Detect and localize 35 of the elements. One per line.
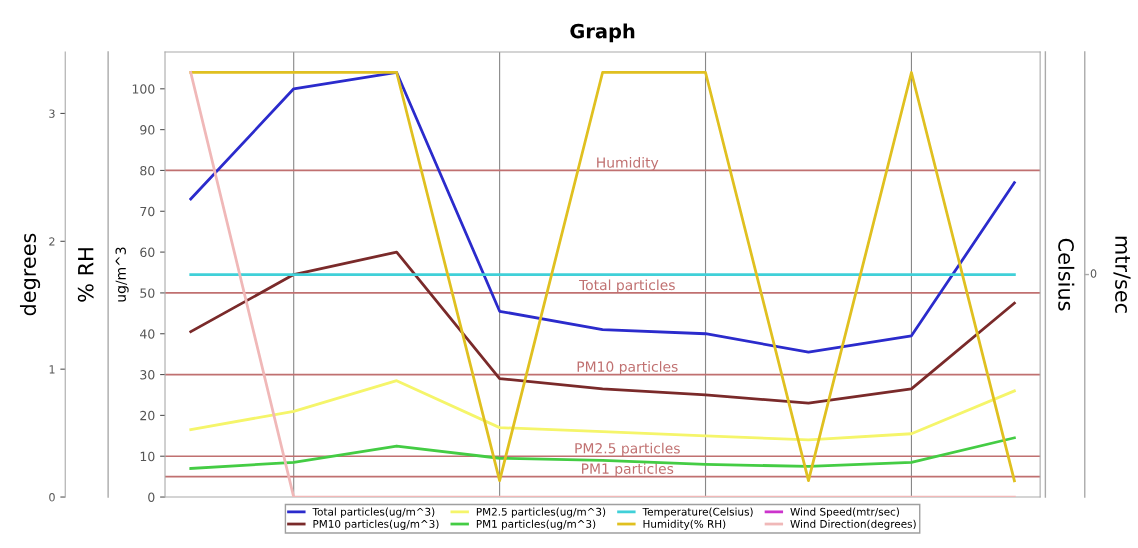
y-tick-label: 100 [132, 84, 155, 94]
y-tick-label: 80 [140, 165, 155, 176]
legend-label: PM1 particles(ug/m^3) [476, 519, 596, 530]
legend-label: Total particles(ug/m^3) [312, 507, 435, 518]
ref-line-label: Humidity [597, 157, 659, 171]
ref-line-label: PM10 particles [577, 361, 678, 375]
ref-line-label: PM2.5 particles [575, 442, 680, 457]
legend-label: PM10 particles(ug/m^3) [313, 519, 439, 530]
legend-label: Wind Speed(mtr/sec) [790, 507, 899, 518]
legend-label: Temperature(Celsius) [642, 507, 753, 518]
legend-label: Wind Direction(degrees) [790, 519, 916, 530]
y-tick-label: 90 [140, 125, 155, 135]
y-axis-title: ug/m^3 [115, 247, 129, 302]
y-tick-label: 20 [140, 410, 155, 421]
y-tick-label: 70 [140, 206, 155, 217]
ref-line-label: Total particles [579, 279, 675, 293]
y2-axis-title: degrees [19, 233, 41, 316]
text: mtr/sec [1113, 236, 1131, 313]
ref-line-label: PM1 particles [582, 463, 674, 477]
text: Celsius [1058, 238, 1075, 311]
y-tick-label: 10 [140, 451, 155, 462]
legend-label: Humidity(% RH) [643, 519, 726, 530]
y2-tick-label: 2 [49, 237, 55, 246]
y-tick-label: 30 [140, 370, 155, 380]
text: 0 [1090, 269, 1097, 278]
y2-tick-label: 3 [49, 109, 55, 118]
legend-label: PM2.5 particles(ug/m^3) [476, 507, 606, 518]
y-tick-label: 50 [140, 288, 155, 298]
text: % RH [77, 248, 94, 302]
y2-tick-label: 0 [49, 493, 55, 502]
chart-title: Graph [570, 23, 635, 43]
y-tick-label: 60 [140, 247, 155, 258]
y-tick-label: 40 [139, 329, 155, 339]
y-tick-label: 0 [148, 492, 155, 502]
y2-tick-label: 1 [49, 365, 55, 374]
